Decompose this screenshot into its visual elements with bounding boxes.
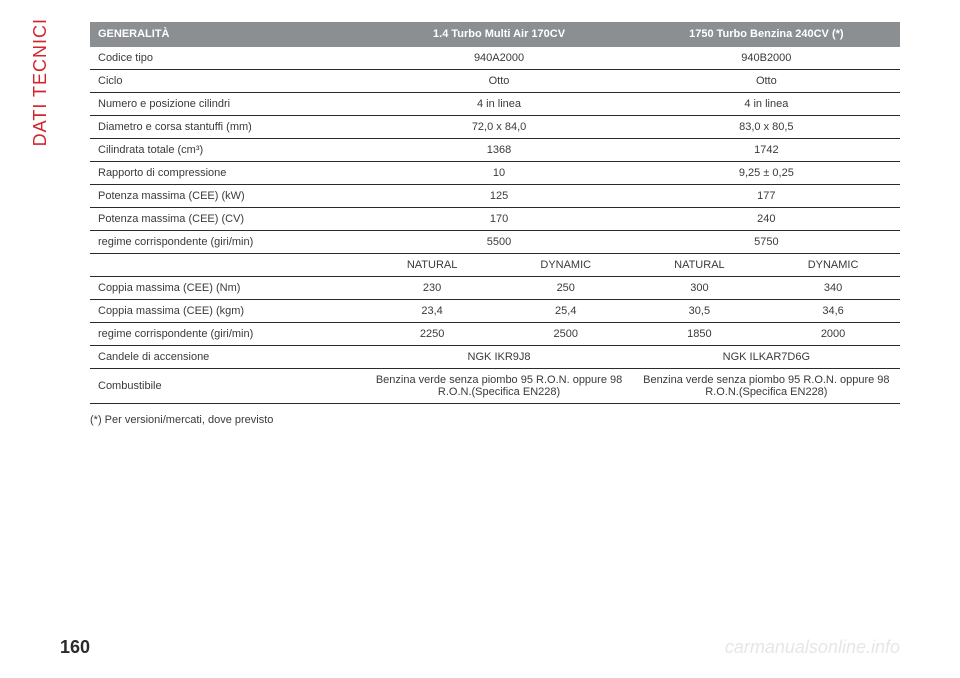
table-row: Numero e posizione cilindri 4 in linea 4… xyxy=(90,93,900,116)
table-row: Cilindrata totale (cm³) 1368 1742 xyxy=(90,139,900,162)
table-row: Combustibile Benzina verde senza piombo … xyxy=(90,369,900,404)
row-val-a2: 2500 xyxy=(499,323,633,346)
row-val-a: 940A2000 xyxy=(365,47,632,70)
table-row: regime corrispondente (giri/min) 2250 25… xyxy=(90,323,900,346)
row-val-a1: 23,4 xyxy=(365,300,498,323)
row-label: Candele di accensione xyxy=(90,346,365,369)
subhead-b1: NATURAL xyxy=(633,254,766,277)
row-val-b: 177 xyxy=(633,185,900,208)
row-label: regime corrispondente (giri/min) xyxy=(90,231,365,254)
row-label: Coppia massima (CEE) (kgm) xyxy=(90,300,365,323)
watermark: carmanualsonline.info xyxy=(725,637,900,658)
row-label: Codice tipo xyxy=(90,47,365,70)
footnote: (*) Per versioni/mercati, dove previsto xyxy=(90,414,900,426)
row-val-b2: 34,6 xyxy=(766,300,900,323)
row-val-b: Otto xyxy=(633,70,900,93)
row-label: Rapporto di compressione xyxy=(90,162,365,185)
row-val-b1: 30,5 xyxy=(633,300,766,323)
col-header-engine-b: 1750 Turbo Benzina 240CV (*) xyxy=(633,22,900,47)
row-val-b: 4 in linea xyxy=(633,93,900,116)
row-val-a1: 2250 xyxy=(365,323,498,346)
row-label: Coppia massima (CEE) (Nm) xyxy=(90,277,365,300)
row-val-b2: 2000 xyxy=(766,323,900,346)
row-label-empty xyxy=(90,254,365,277)
row-val-b: 83,0 x 80,5 xyxy=(633,116,900,139)
row-val-b1: 1850 xyxy=(633,323,766,346)
spec-table-head: GENERALITÀ 1.4 Turbo Multi Air 170CV 175… xyxy=(90,22,900,47)
row-val-a: 4 in linea xyxy=(365,93,632,116)
page: DATI TECNICI GENERALITÀ 1.4 Turbo Multi … xyxy=(0,0,960,678)
row-val-b: NGK ILKAR7D6G xyxy=(633,346,900,369)
row-val-b: Benzina verde senza piombo 95 R.O.N. opp… xyxy=(633,369,900,404)
row-val-b: 940B2000 xyxy=(633,47,900,70)
table-row: Candele di accensione NGK IKR9J8 NGK ILK… xyxy=(90,346,900,369)
subhead-b2: DYNAMIC xyxy=(766,254,900,277)
table-row: Potenza massima (CEE) (kW) 125 177 xyxy=(90,185,900,208)
row-val-a: 170 xyxy=(365,208,632,231)
spec-table: GENERALITÀ 1.4 Turbo Multi Air 170CV 175… xyxy=(90,22,900,404)
row-val-a: 5500 xyxy=(365,231,632,254)
row-label: Combustibile xyxy=(90,369,365,404)
col-header-engine-a: 1.4 Turbo Multi Air 170CV xyxy=(365,22,632,47)
row-val-b: 9,25 ± 0,25 xyxy=(633,162,900,185)
col-header-general: GENERALITÀ xyxy=(90,22,365,47)
table-row: Ciclo Otto Otto xyxy=(90,70,900,93)
row-val-a: Benzina verde senza piombo 95 R.O.N. opp… xyxy=(365,369,632,404)
table-row: Coppia massima (CEE) (kgm) 23,4 25,4 30,… xyxy=(90,300,900,323)
row-val-a: Otto xyxy=(365,70,632,93)
row-val-b: 5750 xyxy=(633,231,900,254)
table-subheader-row: NATURAL DYNAMIC NATURAL DYNAMIC xyxy=(90,254,900,277)
table-row: Potenza massima (CEE) (CV) 170 240 xyxy=(90,208,900,231)
row-val-a: 10 xyxy=(365,162,632,185)
row-val-b: 240 xyxy=(633,208,900,231)
row-label: Diametro e corsa stantuffi (mm) xyxy=(90,116,365,139)
row-val-a2: 25,4 xyxy=(499,300,633,323)
row-val-b1: 300 xyxy=(633,277,766,300)
row-label: Cilindrata totale (cm³) xyxy=(90,139,365,162)
row-val-a: NGK IKR9J8 xyxy=(365,346,632,369)
row-val-a: 72,0 x 84,0 xyxy=(365,116,632,139)
table-row: Codice tipo 940A2000 940B2000 xyxy=(90,47,900,70)
section-vertical-label: DATI TECNICI xyxy=(30,18,51,146)
row-val-a: 1368 xyxy=(365,139,632,162)
row-val-a2: 250 xyxy=(499,277,633,300)
table-row: Rapporto di compressione 10 9,25 ± 0,25 xyxy=(90,162,900,185)
row-label: Ciclo xyxy=(90,70,365,93)
row-label: regime corrispondente (giri/min) xyxy=(90,323,365,346)
row-val-a1: 230 xyxy=(365,277,498,300)
subhead-a2: DYNAMIC xyxy=(499,254,633,277)
table-row: regime corrispondente (giri/min) 5500 57… xyxy=(90,231,900,254)
row-val-a: 125 xyxy=(365,185,632,208)
row-label: Numero e posizione cilindri xyxy=(90,93,365,116)
spec-table-body: Codice tipo 940A2000 940B2000 Ciclo Otto… xyxy=(90,47,900,404)
page-number: 160 xyxy=(60,637,90,658)
row-val-b2: 340 xyxy=(766,277,900,300)
table-row: Coppia massima (CEE) (Nm) 230 250 300 34… xyxy=(90,277,900,300)
subhead-a1: NATURAL xyxy=(365,254,498,277)
row-label: Potenza massima (CEE) (kW) xyxy=(90,185,365,208)
table-row: Diametro e corsa stantuffi (mm) 72,0 x 8… xyxy=(90,116,900,139)
row-label: Potenza massima (CEE) (CV) xyxy=(90,208,365,231)
row-val-b: 1742 xyxy=(633,139,900,162)
